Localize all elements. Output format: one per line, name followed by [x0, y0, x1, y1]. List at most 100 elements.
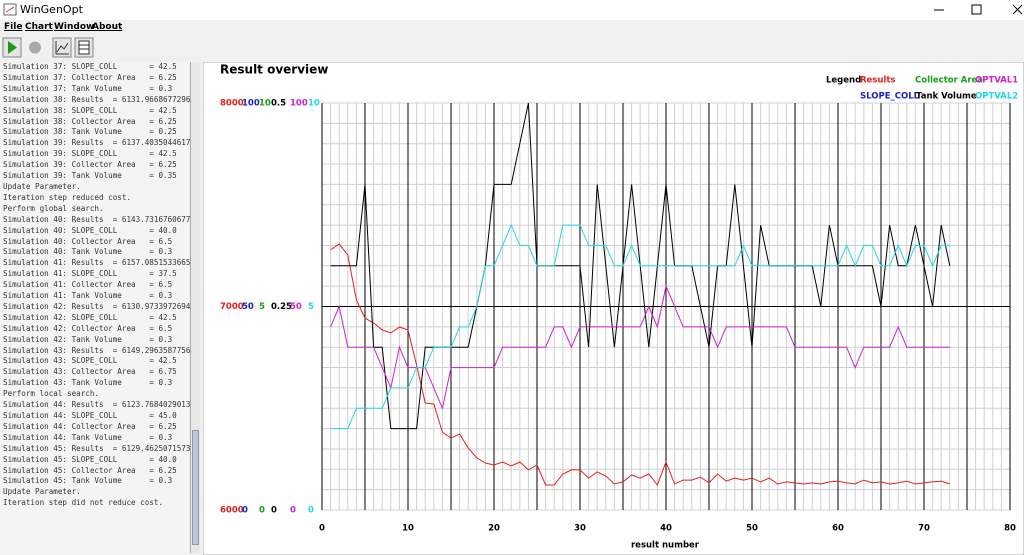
- log-line: Simulation 42: SLOPE_COLL = 42.5: [3, 312, 177, 322]
- y-tick-label: 6000: [220, 506, 244, 516]
- log-line: Simulation 41: Results = 6157.0851533665…: [3, 258, 191, 268]
- x-tick-label: 30: [574, 524, 586, 534]
- log-line: Simulation 38: SLOPE_COLL = 42.5: [3, 105, 177, 115]
- log-line: Simulation 41: SLOPE_COLL = 37.5: [3, 269, 177, 279]
- y-tick-label: 50: [290, 302, 302, 312]
- x-tick-label: 10: [402, 524, 414, 534]
- log-line: Simulation 38: Tank Volume = 0.25: [3, 127, 177, 137]
- log-line: Simulation 44: Results = 6123.7684029013…: [3, 400, 191, 410]
- y-tick-label: 5: [259, 302, 265, 312]
- table-icon-lines: [79, 44, 89, 50]
- log-line: Simulation 44: Tank Volume = 0.3: [3, 432, 173, 442]
- log-line: Iteration step did not reduce cost.: [3, 498, 164, 508]
- title-icons: [3, 3, 1023, 16]
- y-tick-label: 0: [290, 506, 296, 516]
- y-tick-label: 0.25: [271, 302, 292, 312]
- chart-background: [203, 62, 1024, 555]
- y-tick-label: 0: [308, 506, 314, 516]
- log-line: Simulation 40: Collector Area = 6.5: [3, 236, 173, 246]
- log-panel: Simulation 37: SLOPE_COLL = 42.5 Simulati…: [0, 62, 191, 553]
- x-tick-label: 20: [488, 524, 500, 534]
- log-line: Simulation 42: Results = 6130.9733972694…: [3, 301, 191, 311]
- window-title: WinGenOpt: [20, 3, 83, 16]
- log-line: Simulation 39: SLOPE_COLL = 42.5: [3, 149, 177, 159]
- x-tick-label: 50: [746, 524, 758, 534]
- log-line: Simulation 38: Results = 6131.9668677296…: [3, 94, 191, 104]
- toolbar: [0, 35, 1024, 61]
- menu-bar: File Chart Window About: [0, 20, 1024, 35]
- log-line: Simulation 43: Results = 6149.2963587756…: [3, 345, 191, 355]
- run-icon: [8, 41, 17, 54]
- log-line: Simulation 38: Collector Area = 6.25: [3, 116, 177, 126]
- legend-entry: Tank Volume: [916, 92, 977, 102]
- legend-entry: OPTVAL2: [975, 92, 1018, 102]
- log-line: Simulation 44: Collector Area = 6.25: [3, 421, 177, 431]
- series-line: [330, 284, 950, 410]
- y-tick-label: 5: [308, 302, 314, 312]
- log-line: Perform global search.: [3, 203, 104, 213]
- log-line: Simulation 41: Collector Area = 6.5: [3, 280, 173, 290]
- log-line: Simulation 45: SLOPE_COLL = 40.0: [3, 454, 177, 464]
- log-line: Iteration step reduced cost.: [3, 192, 132, 202]
- log-line: Simulation 37: SLOPE_COLL = 42.5: [3, 62, 177, 71]
- y-tick-label: 10: [308, 99, 320, 109]
- legend-title: Legend: [826, 76, 861, 86]
- legend-entry: SLOPE_COLL: [860, 92, 920, 102]
- log-line: Simulation 42: Tank Volume = 0.3: [3, 334, 173, 344]
- chart-title: Result overview: [220, 63, 328, 77]
- log-line: Update Parameter.: [3, 181, 81, 191]
- y-tick-label: 7000: [220, 302, 244, 312]
- series-line: [330, 223, 950, 430]
- log-line: Simulation 37: Collector Area = 6.25: [3, 72, 177, 82]
- log-line: Simulation 44: SLOPE_COLL = 45.0: [3, 411, 177, 420]
- app-icon-line: [5, 6, 15, 13]
- y-tick-label: 0: [271, 506, 277, 516]
- log-line: Simulation 45: Results = 6129.4625071573…: [3, 443, 191, 453]
- series-line: [330, 243, 950, 487]
- y-tick-label: 0.5: [271, 99, 286, 109]
- close-button[interactable]: [1012, 4, 1023, 15]
- legend-entry: Collector Area: [915, 76, 983, 86]
- log-line: Simulation 45: Tank Volume = 0.3: [3, 476, 173, 486]
- title-bar: WinGenOpt: [0, 0, 1024, 20]
- menu-item[interactable]: Window: [54, 22, 95, 32]
- log-line: Simulation 43: Collector Area = 6.75: [3, 367, 177, 377]
- table-icon: [78, 40, 90, 55]
- menu-item[interactable]: About: [92, 22, 123, 32]
- maximize-button[interactable]: [971, 4, 982, 15]
- y-tick-label: 0: [259, 506, 265, 516]
- log-line: Simulation 43: Tank Volume = 0.3: [3, 378, 173, 388]
- stop-button[interactable]: [29, 41, 41, 54]
- log-line: Simulation 40: SLOPE_COLL = 40.0: [3, 225, 177, 235]
- legend-entry: Results: [860, 76, 895, 86]
- log-line: Simulation 41: Tank Volume = 0.3: [3, 291, 173, 301]
- scroll-thumb[interactable]: [192, 430, 199, 545]
- log-line: Simulation 45: Collector Area = 6.25: [3, 465, 177, 475]
- x-tick-label: 40: [660, 524, 672, 534]
- log-line: Simulation 39: Tank Volume = 0.35: [3, 171, 177, 181]
- menu-item[interactable]: File: [4, 22, 23, 32]
- log-line: Simulation 40: Results = 6143.7316760677…: [3, 214, 191, 224]
- chart: Result overview Legend result number 0 10…: [203, 62, 1024, 555]
- log-line: Simulation 43: SLOPE_COLL = 42.5: [3, 356, 177, 366]
- y-tick-label: 100: [290, 99, 308, 109]
- x-tick-label: 70: [918, 524, 930, 534]
- x-tick-label: 80: [1004, 524, 1016, 534]
- legend-entry: OPTVAL1: [975, 76, 1018, 86]
- log-line: Simulation 39: Collector Area = 6.25: [3, 160, 177, 170]
- y-tick-label: 50: [242, 302, 254, 312]
- log-line: Update Parameter.: [3, 487, 81, 497]
- log-line: Simulation 39: Results = 6137.4035044617…: [3, 138, 191, 148]
- scrollbar[interactable]: [191, 62, 200, 553]
- log-line: Perform local search.: [3, 389, 100, 399]
- y-tick-label: 100: [242, 99, 260, 109]
- y-tick-label: 8000: [220, 99, 244, 109]
- y-tick-label: 0: [242, 506, 248, 516]
- x-tick-label: 0: [319, 524, 325, 534]
- chart-icon: [55, 41, 69, 55]
- log-line: Simulation 37: Tank Volume = 0.3: [3, 83, 173, 93]
- log-line: Simulation 40: Tank Volume = 0.3: [3, 247, 173, 257]
- menu-item[interactable]: Chart: [25, 22, 53, 32]
- toolbar-icons: [2, 37, 94, 58]
